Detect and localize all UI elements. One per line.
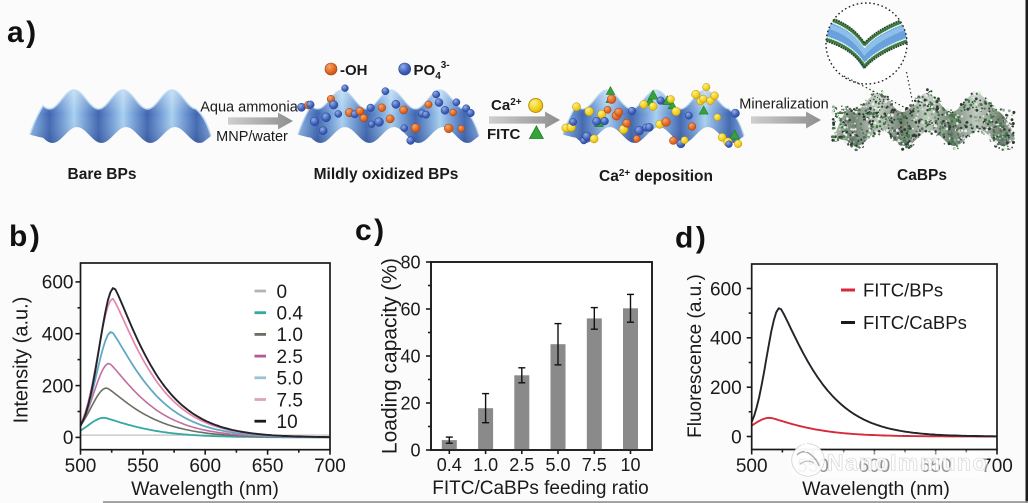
svg-text:0: 0 (63, 428, 74, 449)
svg-text:NanoImmuno: NanoImmuno (827, 450, 988, 476)
svg-text:0.4: 0.4 (277, 304, 304, 325)
svg-text:FITC/CaBPs: FITC/CaBPs (863, 312, 967, 333)
svg-text:650: 650 (252, 456, 284, 477)
svg-text:700: 700 (314, 456, 346, 477)
svg-text:700: 700 (981, 456, 1013, 477)
svg-text:MNP/water: MNP/water (216, 129, 288, 145)
svg-text:Wavelength (nm): Wavelength (nm) (131, 478, 279, 500)
svg-text:2.5: 2.5 (277, 347, 303, 368)
svg-text:20: 20 (400, 394, 420, 414)
svg-text:600: 600 (42, 273, 74, 294)
svg-text:FITC: FITC (487, 126, 520, 143)
svg-text:Wavelength (nm): Wavelength (nm) (802, 478, 950, 500)
svg-text:Fluorescence (a.u.): Fluorescence (a.u.) (685, 274, 706, 438)
svg-text:600: 600 (710, 279, 742, 300)
svg-text:40: 40 (400, 347, 420, 367)
svg-text:Mineralization: Mineralization (739, 97, 828, 113)
svg-text:500: 500 (736, 456, 768, 477)
svg-text:5.0: 5.0 (277, 369, 303, 390)
svg-text:Aqua ammonia: Aqua ammonia (200, 100, 298, 116)
svg-text:PO43-: PO43- (414, 60, 450, 82)
svg-text:a): a) (7, 16, 39, 49)
svg-text:-OH: -OH (340, 62, 368, 79)
svg-text:1.0: 1.0 (473, 455, 498, 475)
svg-text:FITC/BPs: FITC/BPs (863, 280, 943, 301)
svg-text:10: 10 (277, 412, 298, 433)
svg-text:Bare BPs: Bare BPs (68, 166, 137, 183)
svg-text:550: 550 (127, 456, 159, 477)
svg-text:60: 60 (400, 300, 420, 320)
svg-text:7.5: 7.5 (582, 455, 607, 475)
svg-text:500: 500 (65, 456, 97, 477)
svg-text:✱: ✱ (801, 440, 812, 455)
svg-text:Intensity (a.u.): Intensity (a.u.) (11, 297, 33, 424)
svg-text:FITC/CaBPs feeding ratio: FITC/CaBPs feeding ratio (432, 478, 648, 499)
svg-text:Mildly oxidized BPs: Mildly oxidized BPs (314, 166, 459, 183)
svg-text:2.5: 2.5 (509, 455, 534, 475)
svg-text:0: 0 (731, 427, 742, 448)
svg-text:CaBPs: CaBPs (897, 167, 947, 184)
svg-text:80: 80 (400, 253, 420, 273)
svg-text:400: 400 (710, 329, 742, 350)
svg-text:c): c) (355, 214, 387, 247)
svg-text:0: 0 (410, 441, 420, 461)
svg-text:0: 0 (277, 282, 288, 303)
svg-text:400: 400 (42, 325, 74, 346)
svg-text:1.0: 1.0 (277, 325, 303, 346)
svg-text:0.4: 0.4 (437, 455, 462, 475)
svg-text:Loading capacity (%): Loading capacity (%) (379, 258, 402, 454)
svg-text:Ca2+: Ca2+ (491, 97, 522, 114)
svg-text:10: 10 (620, 455, 640, 475)
svg-text:5.0: 5.0 (545, 455, 570, 475)
svg-text:d): d) (675, 222, 708, 255)
svg-text:600: 600 (189, 456, 221, 477)
svg-text:Ca2+ deposition: Ca2+ deposition (599, 168, 713, 185)
svg-text:7.5: 7.5 (277, 390, 303, 411)
svg-text:b): b) (9, 220, 42, 253)
svg-text:200: 200 (42, 376, 74, 397)
svg-text:200: 200 (710, 378, 742, 399)
